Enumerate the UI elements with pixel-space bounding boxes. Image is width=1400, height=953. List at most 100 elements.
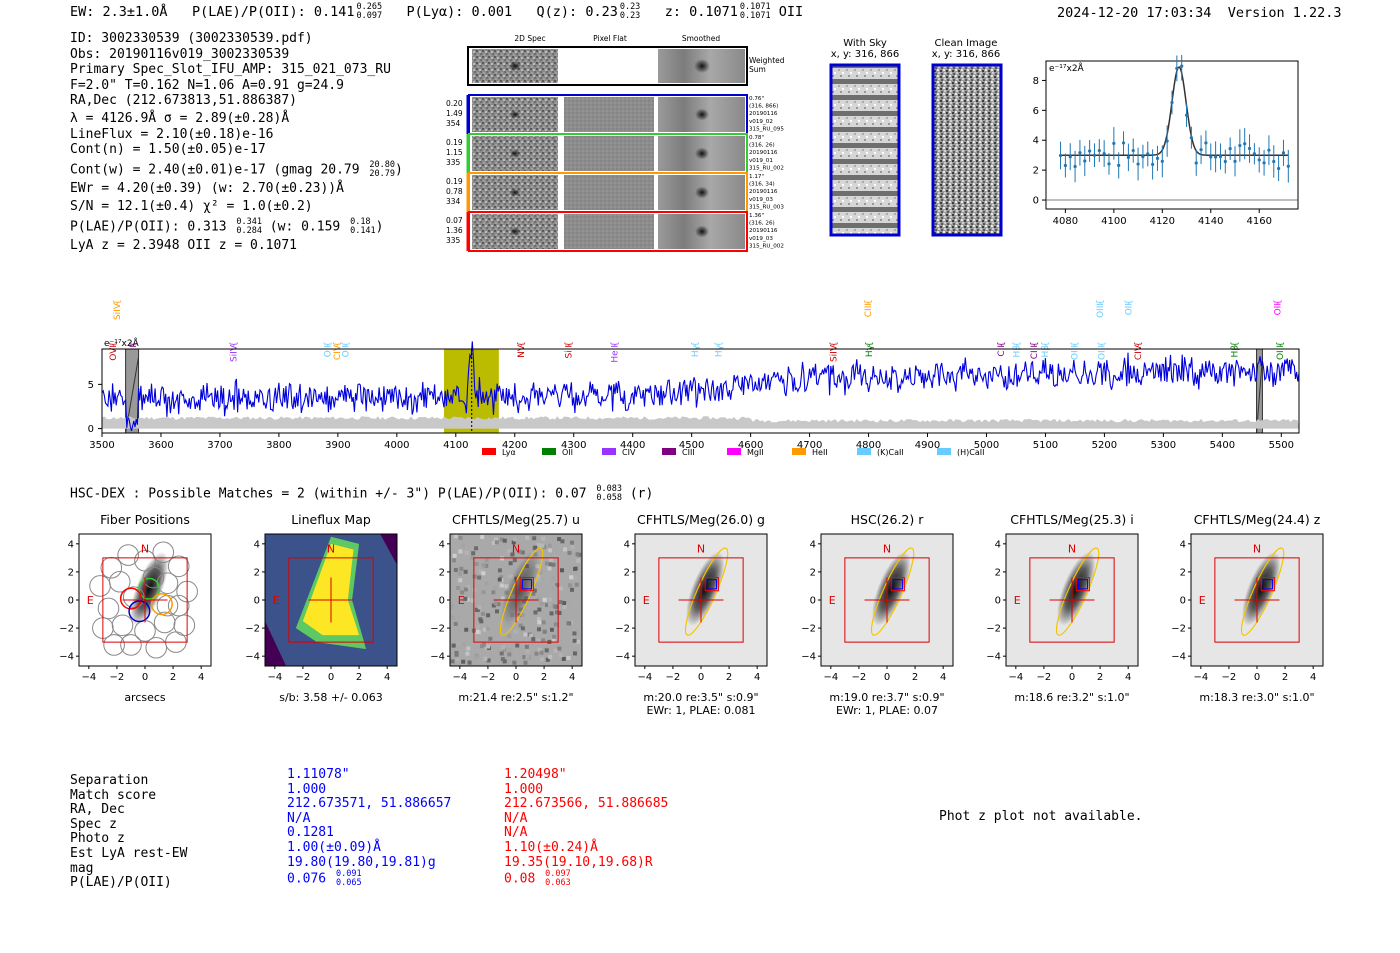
spectral-line-label: OIII xyxy=(1070,345,1080,360)
x-tick-label: −4 xyxy=(81,672,96,683)
cutout-caption: s/b: 3.58 +/- 0.063 xyxy=(279,691,383,704)
spectral-line-bracket: { xyxy=(113,299,123,305)
noise-pixel xyxy=(541,638,546,643)
noise-pixel xyxy=(491,590,496,595)
noise-pixel xyxy=(570,545,575,550)
legend-swatch xyxy=(727,448,741,455)
noise-pixel xyxy=(551,562,556,567)
east-label: E xyxy=(87,594,94,607)
fiber-left-value: 1.36 xyxy=(446,226,463,235)
y-tick-label: −2 xyxy=(59,624,74,635)
noise-pixel xyxy=(458,578,463,583)
noise-pixel xyxy=(463,569,468,574)
noise-pixel xyxy=(474,546,479,551)
noise-pixel xyxy=(472,574,477,579)
fiber-left-value: 0.19 xyxy=(446,138,463,147)
fiber-circle xyxy=(142,566,165,589)
noise-pixel xyxy=(502,647,507,652)
header-ew: EW: 2.3±1.0Å xyxy=(70,4,168,20)
fiber-left-value: 335 xyxy=(446,158,461,167)
cutout-image: N E 4 2 0 −2 −4 −4 −2 0 2 4 xyxy=(59,533,212,683)
noise-pixel xyxy=(537,620,542,625)
y-tick-label: 8 xyxy=(1033,76,1039,87)
y-tick-label: 0 xyxy=(1033,196,1039,207)
fiber-right-value: 20190116 xyxy=(749,228,778,234)
match-blue-value: 19.80(19.80,19.81)g xyxy=(287,854,436,870)
cutout-caption-2: EWr: 1, PLAE: 0.081 xyxy=(646,704,756,717)
noise-pixel xyxy=(455,657,460,662)
hsc-summary-lo: 0.058 xyxy=(596,493,622,503)
noise-pixel xyxy=(566,656,571,661)
fiber-right-value: 315_RU_002 xyxy=(749,243,784,249)
noise-pixel xyxy=(536,543,541,548)
header-z: z: 0.1071 xyxy=(664,4,738,20)
search-box xyxy=(288,557,374,643)
fiber-pixelflat xyxy=(564,97,654,132)
noise-pixel xyxy=(465,651,470,656)
fiber-right-value: v019_01 xyxy=(749,158,773,164)
y-tick-label: −4 xyxy=(245,652,260,663)
noise-pixel xyxy=(476,624,481,629)
noise-pixel xyxy=(575,639,580,644)
fiber-pixelflat xyxy=(564,214,654,249)
data-point xyxy=(1267,148,1271,152)
noise-pixel xyxy=(553,648,558,653)
north-label: N xyxy=(883,542,891,555)
match-blue-values: 1.11078" 1.000 212.673571, 51.886657 N/A 0.1… xyxy=(287,767,451,888)
line-fit-unit: e⁻¹⁷x2Å xyxy=(1049,62,1085,74)
spectral-line-bracket: { xyxy=(1125,299,1135,305)
noise-pixel xyxy=(553,555,558,560)
spectral-line-bracket: { xyxy=(1097,341,1107,347)
noise-pixel xyxy=(497,577,502,582)
noise-pixel xyxy=(557,610,562,615)
legend-label: OII xyxy=(562,448,573,457)
noise-pixel xyxy=(542,629,547,634)
x-tick-label: 0 xyxy=(1069,672,1075,683)
noise-pixel xyxy=(500,657,505,662)
x-tick-label: −4 xyxy=(452,672,467,683)
spectral-line-label: SiIV xyxy=(113,302,123,320)
legend-swatch xyxy=(542,448,556,455)
noise-pixel xyxy=(493,601,498,606)
data-point xyxy=(1112,141,1116,145)
info-plae-end: ) xyxy=(375,219,384,235)
x-tick-label: 4800 xyxy=(856,440,881,451)
noise-pixel xyxy=(532,588,537,593)
fit-model-curve xyxy=(1060,65,1289,156)
noise-pixel xyxy=(525,535,530,540)
fiber-right-value: 0.78" xyxy=(749,135,764,141)
x-tick-label: 4900 xyxy=(915,440,940,451)
spectral-line-bracket: { xyxy=(1134,341,1144,347)
y-tick-label: 0 xyxy=(810,596,816,607)
noise-pixel xyxy=(573,576,578,581)
x-tick-label: −2 xyxy=(481,672,496,683)
data-point xyxy=(1175,66,1179,70)
x-tick-label: −4 xyxy=(1193,672,1208,683)
spectral-line-bracket: { xyxy=(517,341,527,347)
x-tick-label: 4 xyxy=(754,672,760,683)
fiber-circle xyxy=(152,541,175,564)
noise-pixel xyxy=(536,638,541,643)
hsc-summary-end: (r) xyxy=(629,486,654,502)
highlighted-fiber xyxy=(150,593,173,616)
match-label: Est LyA rest-EW xyxy=(70,845,188,861)
noise-pixel xyxy=(512,537,517,542)
noise-pixel xyxy=(547,566,552,571)
data-point xyxy=(1199,148,1203,152)
cutout-image: N E 4 2 0 −2 −4 −4 −2 0 2 4 xyxy=(986,533,1139,683)
y-tick-label: 0 xyxy=(995,596,1001,607)
noise-pixel xyxy=(524,644,529,649)
y-tick-label: 0 xyxy=(439,596,445,607)
data-point xyxy=(1126,155,1130,159)
noise-pixel xyxy=(523,660,528,665)
noise-pixel xyxy=(508,623,513,628)
data-point xyxy=(1117,163,1121,167)
spectral-line-bracket: { xyxy=(1274,299,1284,305)
noise-pixel xyxy=(562,605,567,610)
cutout-title: CFHTLS/Meg(25.7) u xyxy=(452,512,580,527)
spectral-line-bracket: { xyxy=(341,341,351,347)
noise-pixel xyxy=(488,636,493,641)
spectral-line-label: Hβ xyxy=(1041,345,1051,358)
info-plae-lo: 0.284 xyxy=(236,225,262,236)
